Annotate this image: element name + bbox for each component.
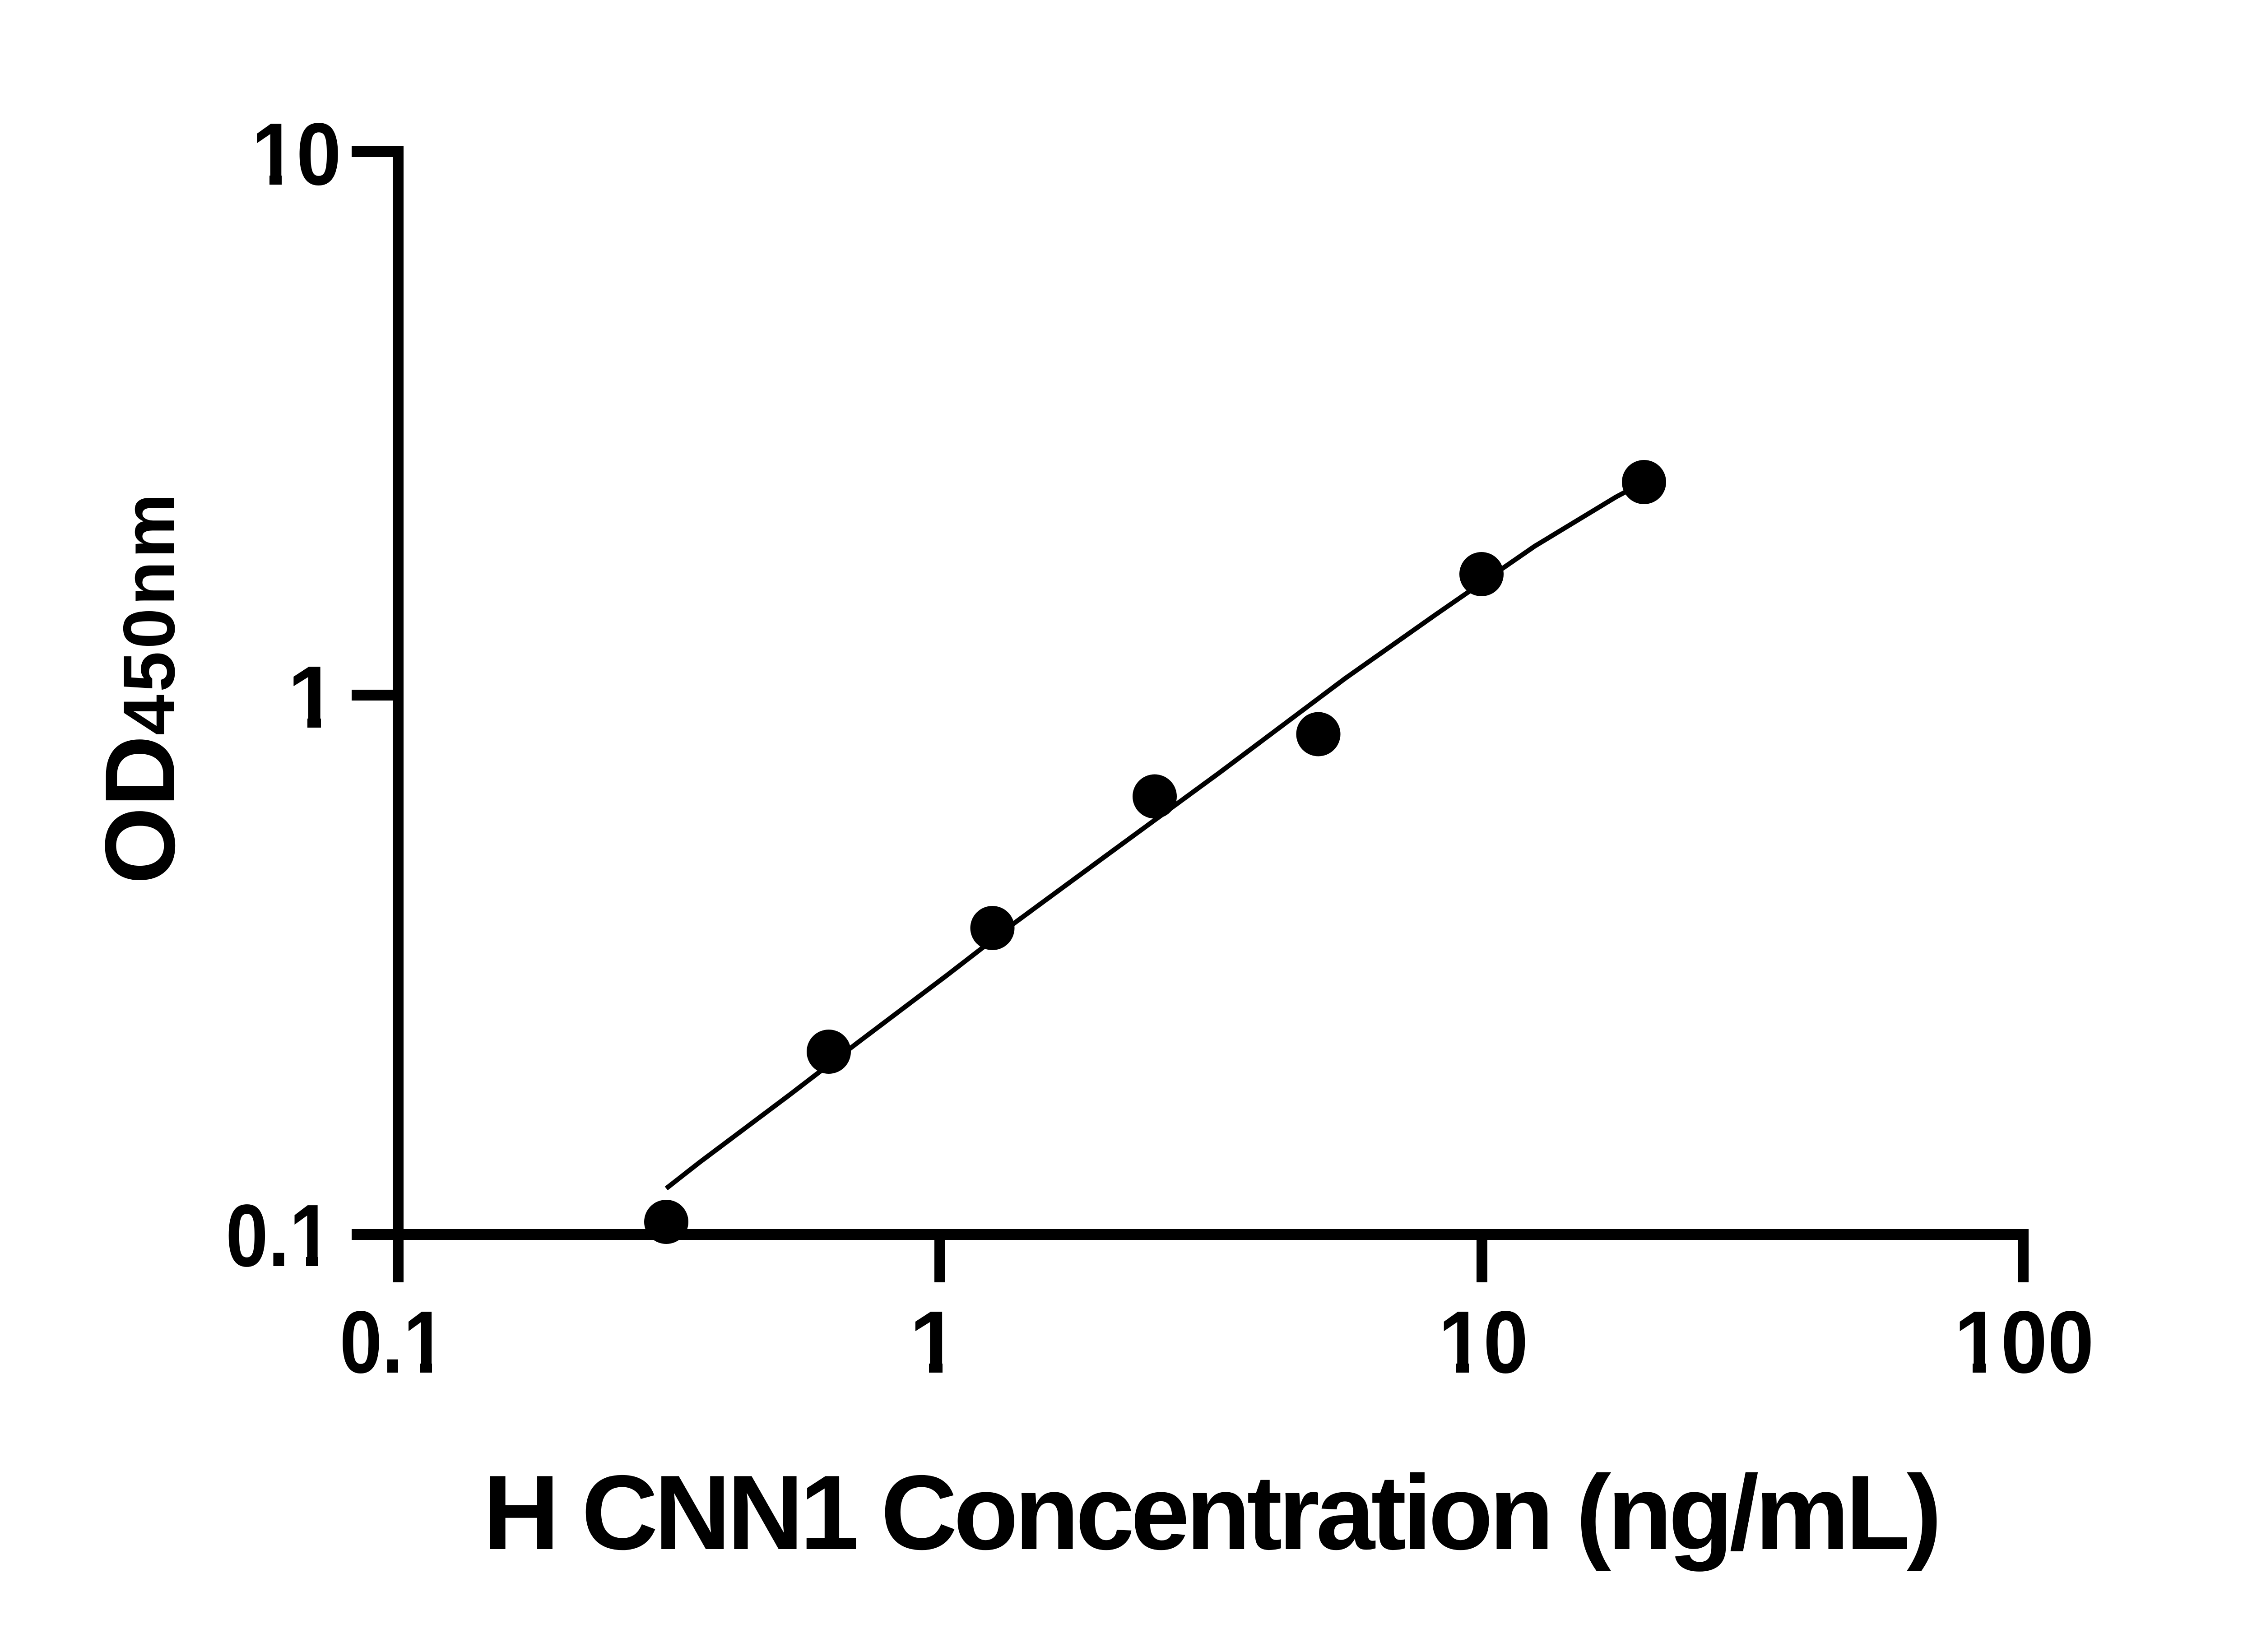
svg-text:1: 1 [288,648,337,747]
svg-text:10: 10 [1439,1293,1528,1392]
svg-text:OD: OD [84,735,195,884]
svg-text:100: 100 [1954,1293,2094,1392]
svg-text:H CNN1 Concentration (ng/mL): H CNN1 Concentration (ng/mL) [483,1453,1942,1572]
svg-text:0.1: 0.1 [340,1293,446,1392]
svg-text:450nm: 450nm [108,493,190,735]
svg-text:10: 10 [251,105,341,204]
svg-text:0.1: 0.1 [226,1186,332,1285]
svg-text:1: 1 [909,1293,958,1392]
